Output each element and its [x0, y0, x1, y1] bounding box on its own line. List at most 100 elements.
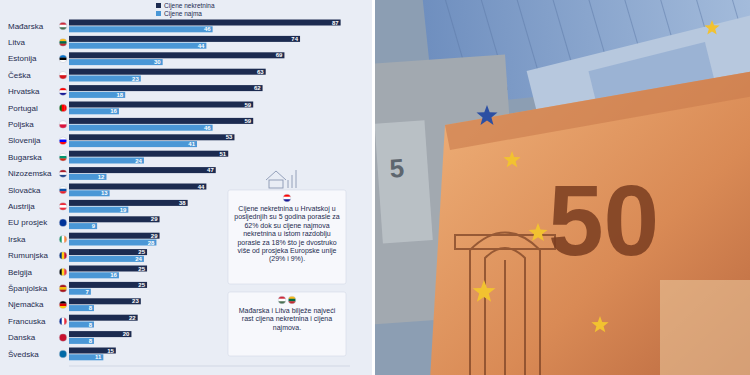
bar [69, 190, 110, 196]
gate-arch [470, 233, 540, 375]
axis-line [69, 366, 350, 367]
bar [69, 354, 103, 360]
star [704, 20, 719, 35]
category-label: Mađarska [8, 22, 44, 31]
flag-ring [59, 350, 67, 358]
flag-icon [278, 296, 286, 304]
category-label: Nizozemska [8, 169, 52, 178]
data-label: 29 [151, 216, 158, 222]
flag-ring [59, 22, 67, 30]
data-label: 12 [98, 174, 105, 180]
flag-ring [59, 268, 67, 276]
flag-ring [278, 296, 286, 304]
flag-ring [59, 301, 67, 309]
category-label: Poljska [8, 120, 34, 129]
data-label: 7 [86, 289, 90, 295]
data-label: 24 [135, 158, 142, 164]
flag-icon [59, 235, 67, 243]
icon-bar [288, 180, 289, 188]
category-label: EU prosjek [8, 218, 48, 227]
flag-icon [59, 334, 67, 342]
category-label: Austrija [8, 202, 35, 211]
data-label: 63 [257, 69, 264, 75]
annotation-text: Cijene nekretnina u Hrvatskoj u posljedn… [233, 205, 341, 264]
category-label: Slovenija [8, 136, 41, 145]
flag-ring [288, 296, 296, 304]
flag-icon [59, 55, 67, 63]
bar [69, 322, 94, 328]
flag-ring [59, 137, 67, 145]
bar [69, 108, 119, 114]
data-label: 30 [154, 59, 161, 65]
bar [69, 69, 266, 75]
gate-line [504, 260, 506, 375]
flag-ring [59, 71, 67, 79]
bar [69, 249, 147, 255]
category-label: Francuska [8, 317, 46, 326]
flag-stripe [59, 75, 67, 79]
annotation-box [228, 292, 346, 356]
flag-icon [283, 194, 291, 202]
bar [69, 85, 263, 91]
flag-icon [59, 104, 67, 112]
flag-ring [59, 121, 67, 129]
flag-stripe [59, 172, 67, 175]
bar [69, 240, 156, 246]
bar [69, 141, 197, 147]
bar [69, 92, 125, 98]
category-label: Češka [8, 71, 31, 80]
data-label: 69 [276, 52, 283, 58]
bar [69, 272, 119, 278]
category-label: Hrvatska [8, 87, 40, 96]
flag-ring [59, 39, 67, 47]
bar [69, 151, 228, 157]
data-label: 25 [138, 249, 145, 255]
banknote-body [430, 70, 750, 375]
bar [69, 233, 160, 239]
flag-ring [59, 88, 67, 96]
flag-stripe [59, 350, 67, 358]
category-label: Njemačka [8, 300, 44, 309]
data-label: 8 [89, 338, 93, 344]
annotation-box [228, 190, 346, 284]
bar [69, 298, 141, 304]
flag-stripe [62, 252, 65, 260]
flag-icon [59, 219, 67, 227]
chart-background [0, 0, 372, 375]
flag-icon [59, 153, 67, 161]
data-label: 8 [89, 322, 93, 328]
category-label: Španjolska [8, 284, 48, 293]
data-label: 24 [135, 256, 142, 262]
flag-stripe [59, 205, 67, 208]
flag-ring [59, 219, 67, 227]
category-label: Belgija [8, 268, 33, 277]
star [529, 223, 548, 241]
flag-ring [59, 170, 67, 178]
flag-stripe [62, 104, 65, 112]
flag-stripe [59, 219, 67, 227]
data-label: 46 [204, 26, 211, 32]
bar [69, 200, 188, 206]
flag-icon [59, 121, 67, 129]
data-label: 87 [332, 20, 339, 26]
bar [69, 158, 144, 164]
flag-icon [59, 317, 67, 325]
flag-icon [59, 137, 67, 145]
data-label: 44 [198, 43, 205, 49]
data-label: 47 [207, 167, 214, 173]
flag-icon [59, 268, 67, 276]
bar [69, 315, 138, 321]
flag-stripe [59, 287, 67, 290]
gate-arch [485, 248, 525, 375]
bar [69, 338, 94, 344]
bar [69, 26, 213, 32]
flag-icon [59, 22, 67, 30]
bar [69, 331, 131, 337]
bar [69, 59, 163, 65]
category-label: Irska [8, 235, 26, 244]
house-icon [266, 170, 296, 188]
icon-bar [292, 175, 293, 188]
data-label: 29 [151, 233, 158, 239]
banknote-hologram [660, 280, 750, 375]
data-label: 23 [132, 298, 139, 304]
